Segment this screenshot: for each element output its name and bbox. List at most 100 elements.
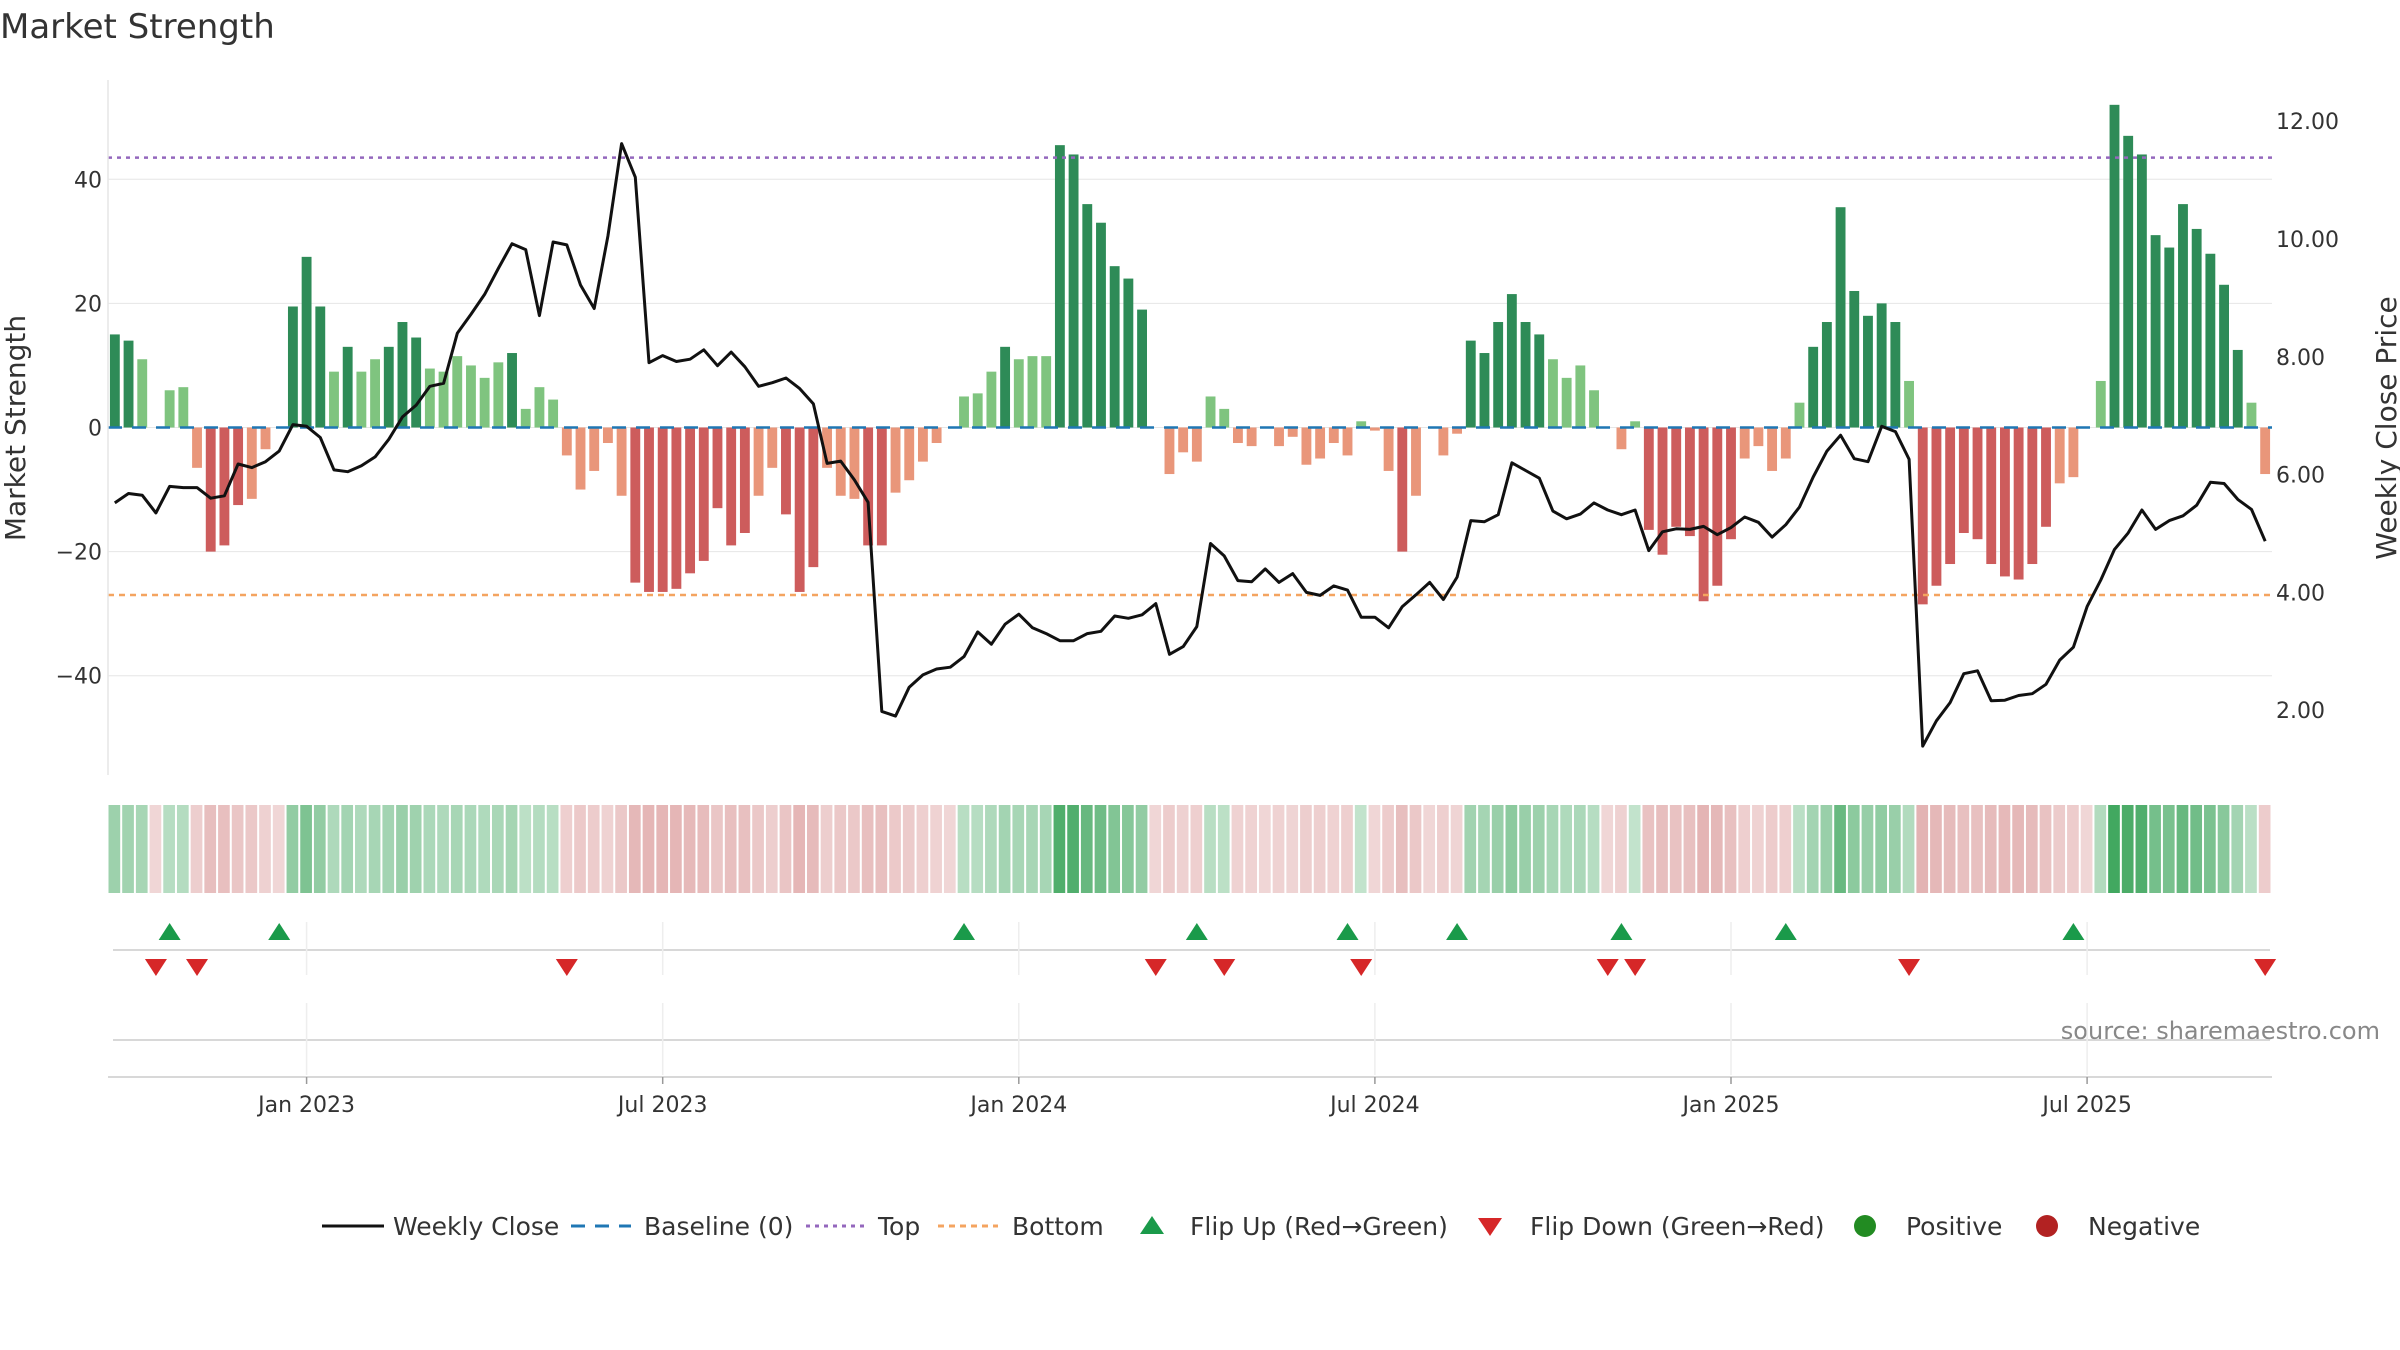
strength-bar <box>876 427 887 546</box>
strength-bar <box>1575 365 1586 428</box>
strength-bar <box>1780 427 1791 459</box>
strength-strip-cell <box>1889 805 1901 893</box>
strength-strip-cell <box>697 805 710 893</box>
strength-bar <box>260 427 271 450</box>
strength-bar <box>2109 104 2120 428</box>
strength-bar <box>1986 427 1997 565</box>
strength-strip-cell <box>930 805 942 893</box>
strength-bar <box>1465 340 1476 428</box>
strength-bar <box>2205 253 2216 428</box>
strength-bar <box>1383 427 1394 471</box>
strength-strip-cell <box>1697 805 1709 893</box>
strength-strip-cell <box>2067 805 2079 893</box>
strength-bar <box>1246 427 1257 447</box>
strength-strip-cell <box>437 805 449 893</box>
y2-tick-label: 6.00 <box>2276 464 2325 489</box>
chart-title: Market Strength <box>0 7 275 47</box>
legend-flip-up-swatch <box>1140 1216 1164 1234</box>
flip-down-marker <box>1350 959 1373 976</box>
strength-strip-cell <box>1834 805 1846 893</box>
strength-strip-cell <box>793 805 806 893</box>
strength-strip-cell <box>971 805 984 893</box>
strength-bar <box>466 365 476 428</box>
strength-strip-cell <box>1683 805 1696 893</box>
strength-strip-cell <box>1217 805 1230 893</box>
strength-bar <box>2054 427 2065 484</box>
strength-strip-cell <box>711 805 723 893</box>
strength-strip-cell <box>875 805 888 893</box>
strength-bar <box>794 427 805 592</box>
strength-strip-cell <box>1656 805 1668 893</box>
flip-up-marker <box>1336 923 1359 940</box>
strength-strip-cell <box>1560 805 1572 893</box>
x-tick-label: Jan 2025 <box>1681 1093 1780 1118</box>
strength-strip-cell <box>1505 805 1518 893</box>
strength-strip-cell <box>2258 805 2271 893</box>
strength-strip-cell <box>1546 805 1559 893</box>
strength-strip-cell <box>1450 805 1463 893</box>
strength-bar <box>534 387 545 428</box>
strength-bar <box>1205 396 1216 428</box>
strength-bar <box>2246 402 2257 428</box>
strength-bar <box>2027 427 2038 565</box>
strength-strip-cell <box>1957 805 1970 893</box>
strength-strip-cell <box>1998 805 2011 893</box>
strength-strip-cell <box>1847 805 1860 893</box>
strength-strip-cell <box>1204 805 1216 893</box>
strength-bar <box>849 427 860 499</box>
strength-strip-cell <box>2149 805 2161 893</box>
strength-strip-cell <box>670 805 682 893</box>
strength-strip-cell <box>601 805 614 893</box>
strength-strip-cell <box>135 805 148 893</box>
strength-strip-cell <box>546 805 559 893</box>
strength-bar <box>507 353 517 428</box>
strength-strip-cell <box>889 805 901 893</box>
strength-bar <box>1137 309 1147 428</box>
strength-strip-cell <box>1861 805 1874 893</box>
strength-strip-cell <box>382 805 395 893</box>
strength-bar <box>1301 427 1312 465</box>
strength-bar <box>685 427 696 574</box>
strength-strip-cell <box>2108 805 2120 893</box>
strength-bar <box>520 408 531 428</box>
strength-strip-cell <box>163 805 175 893</box>
strength-strip-cell <box>1300 805 1312 893</box>
strength-bar <box>1123 278 1134 428</box>
strength-bar <box>1109 266 1120 428</box>
y-tick-label: −40 <box>56 665 102 690</box>
strength-bar <box>959 396 969 428</box>
strength-bar <box>137 359 148 428</box>
strength-bar <box>863 427 874 546</box>
strength-bar <box>1452 427 1463 434</box>
strength-strip-cell <box>1135 805 1148 893</box>
strength-bar <box>1548 359 1558 428</box>
strength-bar <box>630 427 641 583</box>
strength-bar <box>1904 380 1914 428</box>
strength-strip-cell <box>218 805 230 893</box>
strength-bar <box>1890 322 1901 428</box>
strength-bar <box>808 427 819 568</box>
strength-bar <box>1534 334 1545 428</box>
y-axis-label: Market Strength <box>0 315 32 541</box>
flip-down-marker <box>144 959 167 976</box>
strength-strip-cell <box>1409 805 1422 893</box>
strength-bar <box>712 427 723 509</box>
strength-bar <box>1520 322 1531 428</box>
flip-down-marker <box>186 959 209 976</box>
strength-bar <box>2123 135 2134 428</box>
strength-strip-cell <box>396 805 408 893</box>
strength-bar <box>1794 402 1805 428</box>
strength-strip-cell <box>1724 805 1737 893</box>
strength-bar <box>192 427 202 468</box>
flip-up-marker <box>1610 923 1633 940</box>
strength-bar <box>1369 427 1380 431</box>
strength-strip-cell <box>834 805 847 893</box>
strength-bar <box>2041 427 2051 527</box>
y-tick-label: 0 <box>88 417 102 442</box>
strength-strip-cell <box>1026 805 1038 893</box>
strength-bar <box>739 427 750 533</box>
strength-strip-cell <box>1532 805 1545 893</box>
strength-bar <box>2232 349 2243 428</box>
strength-strip-cell <box>1601 805 1614 893</box>
